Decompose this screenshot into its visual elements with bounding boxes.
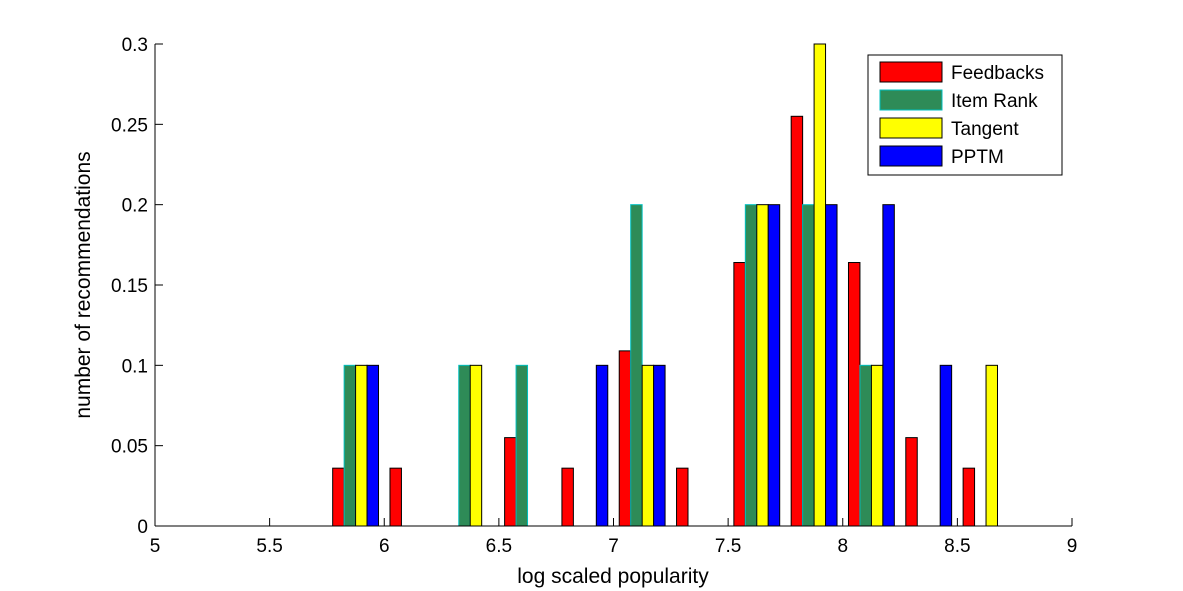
x-tick-label: 8.5 xyxy=(944,536,970,557)
bar-pptm xyxy=(882,204,895,527)
x-tick-label: 6.5 xyxy=(486,536,512,557)
bar-item-rank xyxy=(515,364,529,527)
legend-label: Item Rank xyxy=(951,91,1038,112)
bar-item-rank xyxy=(630,204,643,527)
legend: Feedbacks Item Rank Tangent PPTM xyxy=(867,54,1063,176)
bar-feedbacks xyxy=(962,467,976,527)
bar-pptm xyxy=(595,364,609,527)
x-axis-label: log scaled popularity xyxy=(517,565,709,588)
bar-feedbacks xyxy=(389,467,402,527)
legend-label: Tangent xyxy=(951,119,1019,140)
bar-pptm xyxy=(653,364,666,527)
bar-tangent xyxy=(355,364,368,527)
bar-feedbacks xyxy=(847,262,861,527)
y-tick-label: 0.3 xyxy=(122,35,148,56)
bar-item-rank xyxy=(458,364,471,527)
legend-swatch xyxy=(879,89,943,111)
y-tick-label: 0.2 xyxy=(122,196,148,217)
legend-label: Feedbacks xyxy=(951,63,1044,84)
legend-swatch xyxy=(879,145,943,167)
x-tick-label: 5 xyxy=(150,536,161,557)
bar-tangent xyxy=(813,43,827,527)
y-tick-label: 0 xyxy=(137,517,148,538)
x-tick-label: 8 xyxy=(837,536,848,557)
bar-tangent xyxy=(469,364,483,527)
legend-label: PPTM xyxy=(951,147,1004,168)
bar-pptm xyxy=(767,204,781,527)
legend-swatch xyxy=(879,61,943,83)
x-tick-label: 9 xyxy=(1067,536,1078,557)
bar-feedbacks xyxy=(790,115,804,527)
x-tick-label: 5.5 xyxy=(256,536,282,557)
bar-item-rank xyxy=(744,204,758,527)
bar-feedbacks xyxy=(618,350,632,527)
bar-feedbacks xyxy=(733,262,746,527)
x-tick-label: 7 xyxy=(608,536,619,557)
bar-feedbacks xyxy=(504,437,517,527)
bar-item-rank xyxy=(343,364,357,527)
x-tick-label: 6 xyxy=(379,536,390,557)
bar-tangent xyxy=(641,364,655,527)
bar-tangent xyxy=(756,204,769,527)
bar-tangent xyxy=(870,364,884,527)
y-ticks: 0 0.05 0.1 0.15 0.2 0.25 0.3 xyxy=(111,35,163,538)
y-tick-label: 0.1 xyxy=(122,356,148,377)
bar-pptm xyxy=(825,204,838,527)
y-tick-label: 0.15 xyxy=(111,276,148,297)
bar-pptm xyxy=(366,364,380,527)
x-tick-label: 7.5 xyxy=(715,536,741,557)
bar-item-rank xyxy=(802,204,815,527)
bar-pptm xyxy=(939,364,953,527)
bar-feedbacks xyxy=(905,437,918,527)
bar-feedbacks xyxy=(561,467,574,527)
legend-swatch xyxy=(879,117,943,139)
y-axis-label: number of recommendations xyxy=(72,151,95,418)
bar-tangent xyxy=(985,364,998,527)
bars-group xyxy=(332,43,998,527)
y-tick-label: 0.25 xyxy=(111,115,148,136)
bar-feedbacks xyxy=(676,467,689,527)
y-tick-label: 0.05 xyxy=(111,437,148,458)
bar-feedbacks xyxy=(332,467,345,527)
x-ticks: 5 5.5 6 6.5 7 7.5 8 8.5 9 xyxy=(150,518,1078,557)
bar-item-rank xyxy=(859,364,872,527)
